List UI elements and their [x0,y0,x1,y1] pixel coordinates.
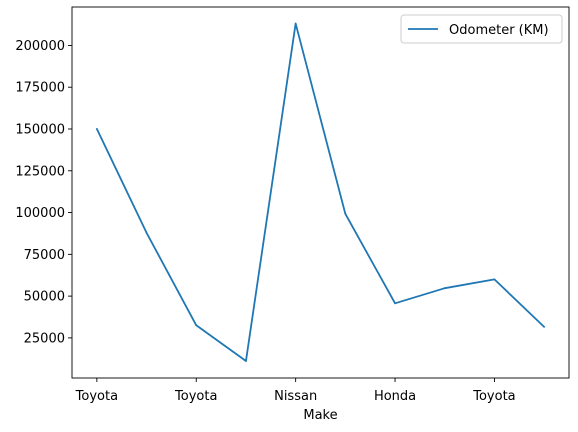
series-line-odometer [96,22,545,362]
x-tick-label: Toyota [472,389,515,404]
y-tick-label: 125000 [15,164,65,179]
y-tick-label: 25000 [24,331,65,346]
legend-label: Odometer (KM) [449,23,549,38]
legend: Odometer (KM) [400,14,563,44]
y-tick-label: 75000 [24,248,65,263]
data-point [344,212,347,215]
y-tick-label: 150000 [15,122,65,137]
x-tick-label: Toyota [75,389,118,404]
legend-box [400,14,563,44]
x-axis-ticks: Toyota Toyota Nissan Honda Toyota [75,378,516,404]
x-tick-label: Honda [374,389,416,404]
plot-area-frame [71,6,570,379]
data-point [394,302,396,305]
data-point [145,231,148,234]
data-point [294,22,297,25]
data-point [245,360,247,362]
x-tick-label: Nissan [274,389,317,404]
data-point [543,325,546,328]
data-point [195,324,198,327]
x-axis-title: Make [303,408,337,423]
y-tick-label: 175000 [15,81,65,96]
series-layer [95,22,546,362]
y-tick-label: 200000 [15,39,65,54]
y-axis-ticks: 25000 50000 75000 100000 125000 150000 175000 2… [15,39,72,346]
y-tick-label: 50000 [24,290,65,305]
y-tick-label: 100000 [15,206,65,221]
x-tick-label: Toyota [174,389,217,404]
data-point [443,287,446,290]
data-point [95,128,98,130]
data-point [493,278,496,281]
